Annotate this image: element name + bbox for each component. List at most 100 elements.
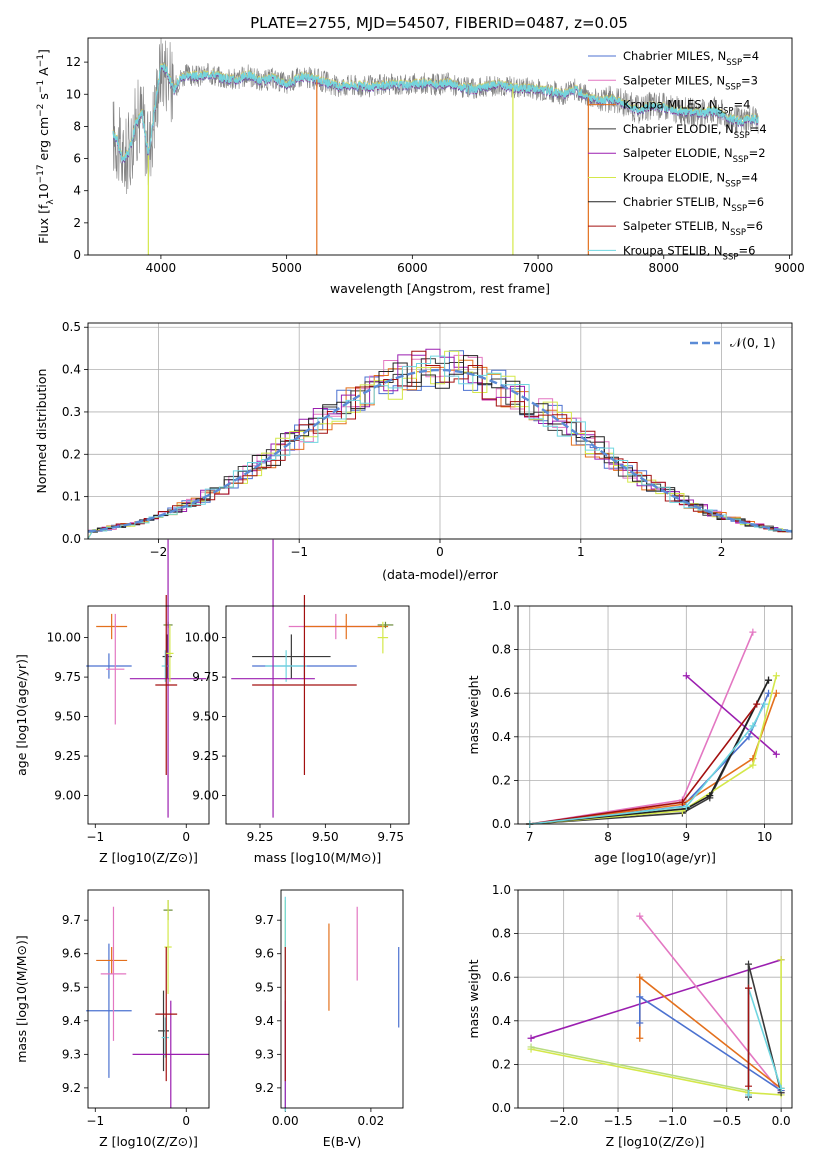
y-tick-label: 0.8 <box>492 927 511 941</box>
axes-frame <box>87 37 793 256</box>
series-line <box>529 703 766 825</box>
x-tick-label: 0 <box>182 1114 190 1128</box>
series-marker <box>765 689 773 697</box>
y-tick-label: 9.75 <box>54 670 81 684</box>
series-marker <box>772 750 780 758</box>
y-tick-label: 0.6 <box>492 686 511 700</box>
y-tick-label: 0.0 <box>492 817 511 831</box>
y-tick-label: 0.2 <box>62 447 81 461</box>
mass-weight-vs-age-panel: 7 8 9 10 0.0 0.2 0.4 0.6 0.8 1.0 age [log10(age/yr… <box>466 599 793 865</box>
series-marker <box>636 1034 644 1042</box>
axes-frame <box>517 889 793 1109</box>
axes-frame <box>87 322 793 540</box>
y-axis-label: Flux [fλ10−17 erg cm−2 s−1 A−1] <box>36 49 56 244</box>
mass-weight-series <box>526 628 780 828</box>
x-tick-label: 9.25 <box>247 830 274 844</box>
y-tick-label: 1.0 <box>492 883 511 897</box>
series-marker <box>777 1084 785 1092</box>
x-axis-label: Z [log10(Z/Z⊙)] <box>99 850 198 865</box>
y-tick-label: 9.5 <box>62 980 81 994</box>
model-spectrum-line <box>112 63 759 162</box>
x-tick-label: 8000 <box>648 261 679 275</box>
series-line <box>529 631 754 825</box>
series-line <box>529 679 770 825</box>
legend-label: Chabrier STELIB, NSSP=6 <box>623 195 764 214</box>
series-marker <box>636 993 644 1001</box>
x-tick-label: 9 <box>682 830 690 844</box>
y-axis-label: age [log10(age/yr)] <box>14 654 29 776</box>
y-tick-label: 0.4 <box>492 730 511 744</box>
y-axis-label: mass weight <box>466 959 481 1038</box>
legend-label: Chabrier MILES, NSSP=4 <box>623 49 759 68</box>
series-marker <box>777 956 785 964</box>
histogram-series <box>88 358 792 539</box>
y-tick-label: 9.50 <box>54 710 81 724</box>
series-marker <box>527 1034 535 1042</box>
y-axis-label: mass [log10(M/M⊙)] <box>14 935 29 1063</box>
age-vs-metallicity-panel: −1 0 9.00 9.25 9.50 9.75 10.00 Z [log10(Z/Z⊙)] a… <box>14 539 210 865</box>
y-tick-label: 0 <box>73 248 81 262</box>
x-axis-label: (data-model)/error <box>382 567 499 582</box>
series-marker <box>745 733 753 741</box>
series-marker <box>772 672 780 680</box>
y-tick-label: 9.7 <box>255 913 274 927</box>
series-marker <box>765 676 773 684</box>
legend-label: Kroupa ELODIE, NSSP=4 <box>623 171 758 190</box>
x-axis-label: Z [log10(Z/Z⊙)] <box>99 1134 198 1149</box>
y-tick-label: 10 <box>66 87 81 101</box>
y-tick-label: 0.2 <box>492 1057 511 1071</box>
legend-label: 𝒩(0, 1) <box>730 335 776 350</box>
series-marker <box>749 722 757 730</box>
series-line <box>747 963 782 1098</box>
histogram-steps <box>88 348 792 539</box>
spectrum-panel: 4000 5000 6000 7000 8000 9000 0 2 4 6 8 10 12 wavelen… <box>36 37 805 296</box>
series-line <box>530 1046 749 1092</box>
y-tick-label: 9.3 <box>62 1047 81 1061</box>
series-line <box>529 675 778 825</box>
y-tick-label: 9.3 <box>255 1047 274 1061</box>
x-tick-label: 7000 <box>523 261 554 275</box>
series-line <box>685 675 777 755</box>
legend-label: Salpeter ELODIE, NSSP=2 <box>623 146 766 165</box>
y-tick-label: 9.7 <box>62 913 81 927</box>
y-tick-label: 0.6 <box>492 970 511 984</box>
y-tick-label: 9.2 <box>62 1081 81 1095</box>
y-axis-label: mass weight <box>466 675 481 754</box>
y-tick-label: 10.00 <box>47 631 81 645</box>
mass-weight-series <box>527 912 785 1101</box>
series-marker <box>745 1082 753 1090</box>
y-tick-label: 4 <box>73 184 81 198</box>
series-marker <box>678 798 686 806</box>
y-tick-label: 9.25 <box>54 749 81 763</box>
y-tick-label: 0.3 <box>62 405 81 419</box>
x-tick-label: 4000 <box>146 261 177 275</box>
mass-vs-extinction-panel: 0.00 0.02 9.2 9.3 9.4 9.5 9.6 9.7 E(B-V) <box>255 889 404 1149</box>
x-tick-label: −2.0 <box>549 1114 578 1128</box>
y-tick-label: 2 <box>73 216 81 230</box>
y-tick-label: 0.8 <box>492 643 511 657</box>
axes-frame <box>280 889 404 1109</box>
legend-label: Kroupa STELIB, NSSP=6 <box>623 243 755 262</box>
x-tick-label: 5000 <box>271 261 302 275</box>
x-tick-label: 0 <box>182 830 190 844</box>
errorbar-points <box>231 539 394 818</box>
y-tick-label: 8 <box>73 119 81 133</box>
x-tick-label: −1 <box>86 830 104 844</box>
y-tick-label: 9.4 <box>255 1014 274 1028</box>
x-tick-label: −0.5 <box>712 1114 741 1128</box>
legend-label: Kroupa MILES, NSSP=4 <box>623 98 750 117</box>
x-tick-label: −1 <box>86 1114 104 1128</box>
y-tick-label: 9.75 <box>192 670 219 684</box>
axes-frame <box>87 889 210 1109</box>
y-tick-label: 0.0 <box>492 1101 511 1115</box>
y-tick-label: 9.6 <box>255 947 274 961</box>
y-tick-label: 0.2 <box>492 773 511 787</box>
figure-title: PLATE=2755, MJD=54507, FIBERID=0487, z=0… <box>250 14 628 32</box>
series-line <box>529 692 770 825</box>
x-tick-label: 7 <box>526 830 534 844</box>
y-tick-label: 9.5 <box>255 980 274 994</box>
y-axis-label: Normed distribution <box>34 369 49 494</box>
series-line <box>639 915 782 1094</box>
y-tick-label: 9.00 <box>192 789 219 803</box>
